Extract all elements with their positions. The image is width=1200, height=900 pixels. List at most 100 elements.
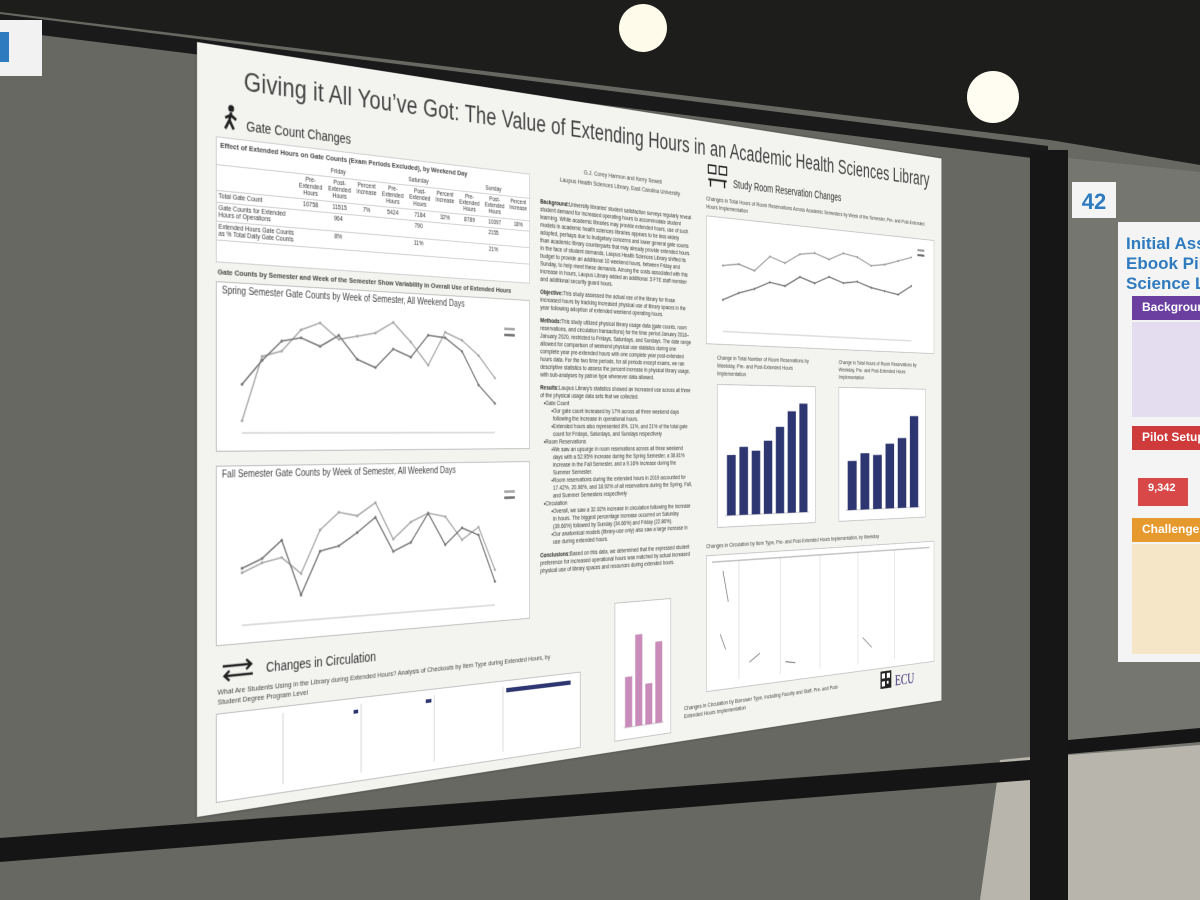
bar: [788, 411, 796, 513]
chart-title: Change in Total Number of Room Reservati…: [717, 354, 815, 380]
circulation-grid: [707, 542, 933, 690]
chart-panel: Fall Semester Gate Counts by Week of Sem…: [216, 461, 530, 646]
point: [884, 290, 885, 292]
column-header: Percent Increase: [507, 196, 529, 221]
paragraph-text: University libraries’ student satisfacti…: [540, 200, 691, 287]
column-header: Pre-Extended Hours: [379, 182, 406, 209]
point: [356, 514, 358, 517]
point: [338, 511, 340, 514]
neighbor-text-block: [1132, 322, 1200, 417]
line-series: [242, 315, 495, 421]
bar: [860, 453, 869, 509]
point: [300, 336, 303, 339]
chart-panel: [717, 384, 816, 528]
legend-swatch: [917, 254, 924, 257]
result-item: CirculationOverall, we saw a 32.92% incr…: [545, 495, 692, 546]
point: [356, 358, 358, 361]
point: [897, 260, 898, 262]
bar-chart: [615, 599, 669, 739]
bar: [645, 683, 652, 725]
bar: [776, 427, 784, 514]
column-header: Post-Extended Hours: [482, 193, 507, 218]
point: [338, 338, 340, 341]
point: [494, 377, 496, 380]
neighbor-stat: 9,342: [1138, 478, 1188, 506]
chart-panel: Spring Semester Gate Counts by Week of S…: [216, 281, 530, 452]
point: [722, 298, 724, 301]
board-post: [1030, 150, 1068, 900]
paragraph: Methods:This study utilized physical lib…: [540, 316, 692, 382]
point: [410, 520, 412, 523]
neighbor-title: Ebook Pilo: [1126, 254, 1200, 274]
panel-mark: [506, 680, 570, 692]
qr-part: [882, 681, 885, 687]
line-series: [242, 327, 495, 403]
bar: [873, 455, 882, 509]
bar: [752, 451, 761, 515]
result-label: Gate Count: [545, 399, 569, 407]
bar: [910, 416, 918, 507]
poster: Giving it All You’ve Got: The Value of E…: [197, 42, 941, 817]
point: [319, 528, 322, 531]
point: [410, 341, 412, 344]
line-series: [242, 511, 495, 599]
result-item: Room ReservationsWe saw an upsurge in ro…: [545, 437, 692, 499]
section-heading: Changes in Circulation: [266, 649, 376, 675]
chart-title: Change in Total Hours of Room Reservatio…: [839, 359, 925, 384]
neighbor-title: Science Li: [1126, 274, 1200, 294]
point: [261, 561, 264, 564]
point: [857, 256, 858, 258]
column-header: Pre-Extended Hours: [296, 173, 325, 201]
bar: [764, 441, 772, 514]
point: [814, 252, 816, 255]
chart-panel: [615, 598, 671, 742]
point: [911, 256, 912, 258]
neighbor-section: Background: [1132, 296, 1200, 320]
result-item: Gate CountOur gate count increased by 17…: [545, 399, 692, 438]
panel-header: [712, 547, 929, 562]
point: [444, 336, 446, 339]
paragraph-text: This study assessed the actual use of th…: [540, 289, 686, 318]
column-header: Post-Extended Hours: [406, 185, 433, 211]
point: [461, 339, 463, 342]
legend-swatch: [504, 327, 515, 330]
point: [843, 282, 845, 284]
icon-part: [719, 166, 727, 175]
paragraph: Objective:This study assessed the actual…: [540, 288, 692, 320]
bar: [886, 444, 895, 509]
table-panel: Effect of Extended Hours on Gate Counts …: [216, 136, 530, 283]
bar-chart: [718, 385, 815, 526]
chart-panel: [706, 215, 934, 354]
legend-swatch: [504, 490, 515, 493]
result-points: Overall, we saw a 32.92% increase in cir…: [545, 502, 692, 546]
result-points: We saw an upsurge in room reservations a…: [545, 444, 692, 499]
point: [494, 402, 496, 405]
legend-swatch: [504, 496, 515, 499]
paragraph-text: Based on this data, we determined that t…: [540, 543, 690, 575]
icon-part: [708, 179, 726, 188]
qr-part: [882, 673, 885, 678]
spacer: [1118, 222, 1200, 234]
line-series: [723, 268, 911, 312]
abstract-text: Background:University libraries’ student…: [540, 197, 692, 579]
bar: [898, 438, 906, 508]
point: [870, 286, 871, 288]
point: [410, 541, 412, 544]
point: [261, 557, 264, 560]
point: [356, 531, 358, 534]
neighbor-title: Initial Asse: [1126, 234, 1200, 254]
legend-swatch: [504, 334, 515, 337]
column-header: Post-Extended Hours: [325, 176, 354, 203]
line-series: [723, 239, 911, 284]
qr-part: [887, 673, 890, 678]
qr-code: [880, 670, 891, 689]
bar: [799, 404, 807, 513]
point: [338, 544, 340, 547]
neighbor-section: Challenges: [1132, 518, 1200, 542]
icon-part: [228, 105, 234, 113]
point: [828, 276, 830, 279]
icon-part: [225, 112, 236, 130]
point: [722, 264, 724, 267]
